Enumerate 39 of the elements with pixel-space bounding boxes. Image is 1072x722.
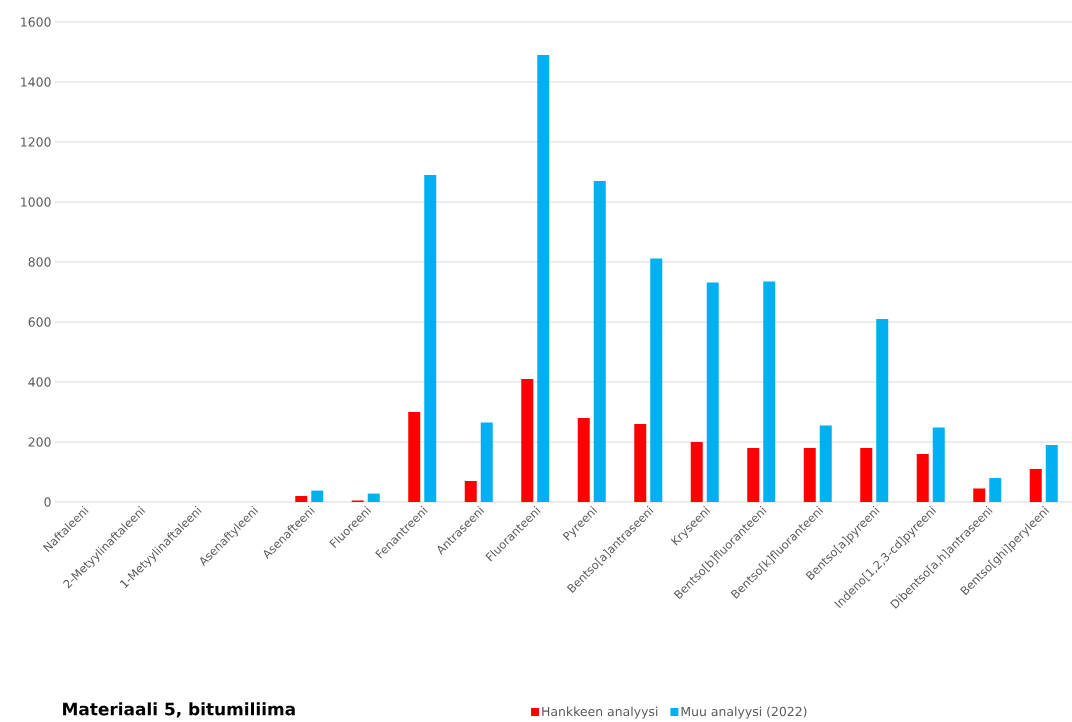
bar	[803, 447, 816, 502]
bar	[876, 318, 889, 502]
y-tick-label: 600	[28, 317, 51, 327]
bar	[1029, 468, 1042, 502]
bar	[634, 423, 647, 502]
bar	[480, 422, 493, 502]
bar	[295, 495, 308, 502]
y-tick-label: 1000	[21, 197, 51, 207]
text: Materiaali 5, bitumiliima	[63, 702, 295, 718]
y-tick-label: 800	[28, 257, 51, 267]
bar	[932, 427, 945, 502]
bar	[819, 425, 832, 502]
bar	[747, 447, 760, 502]
bar	[537, 54, 550, 502]
y-tick-label: 1400	[21, 77, 51, 87]
bar	[763, 281, 776, 502]
y-tick-label: 1200	[21, 137, 51, 147]
bar	[593, 180, 606, 502]
bar	[1045, 444, 1058, 502]
legend-label: Muu analyysi (2022)	[681, 706, 807, 719]
bar	[973, 488, 986, 502]
y-tick-label: 400	[28, 377, 51, 387]
bar	[367, 493, 380, 502]
bar	[650, 258, 663, 502]
y-tick-label: 0	[44, 497, 51, 507]
bar	[311, 490, 324, 502]
bar	[521, 378, 534, 502]
bar	[860, 447, 873, 502]
bar	[690, 441, 703, 502]
bar	[424, 174, 437, 502]
bar	[989, 477, 1002, 502]
legend-label: Hankkeen analyysi	[542, 706, 658, 719]
bar	[577, 417, 590, 502]
bar	[916, 453, 929, 502]
bar	[464, 480, 477, 502]
bar	[706, 282, 719, 502]
y-tick-label: 1600	[21, 17, 51, 27]
bar	[408, 411, 421, 502]
y-tick-label: 200	[28, 437, 51, 447]
